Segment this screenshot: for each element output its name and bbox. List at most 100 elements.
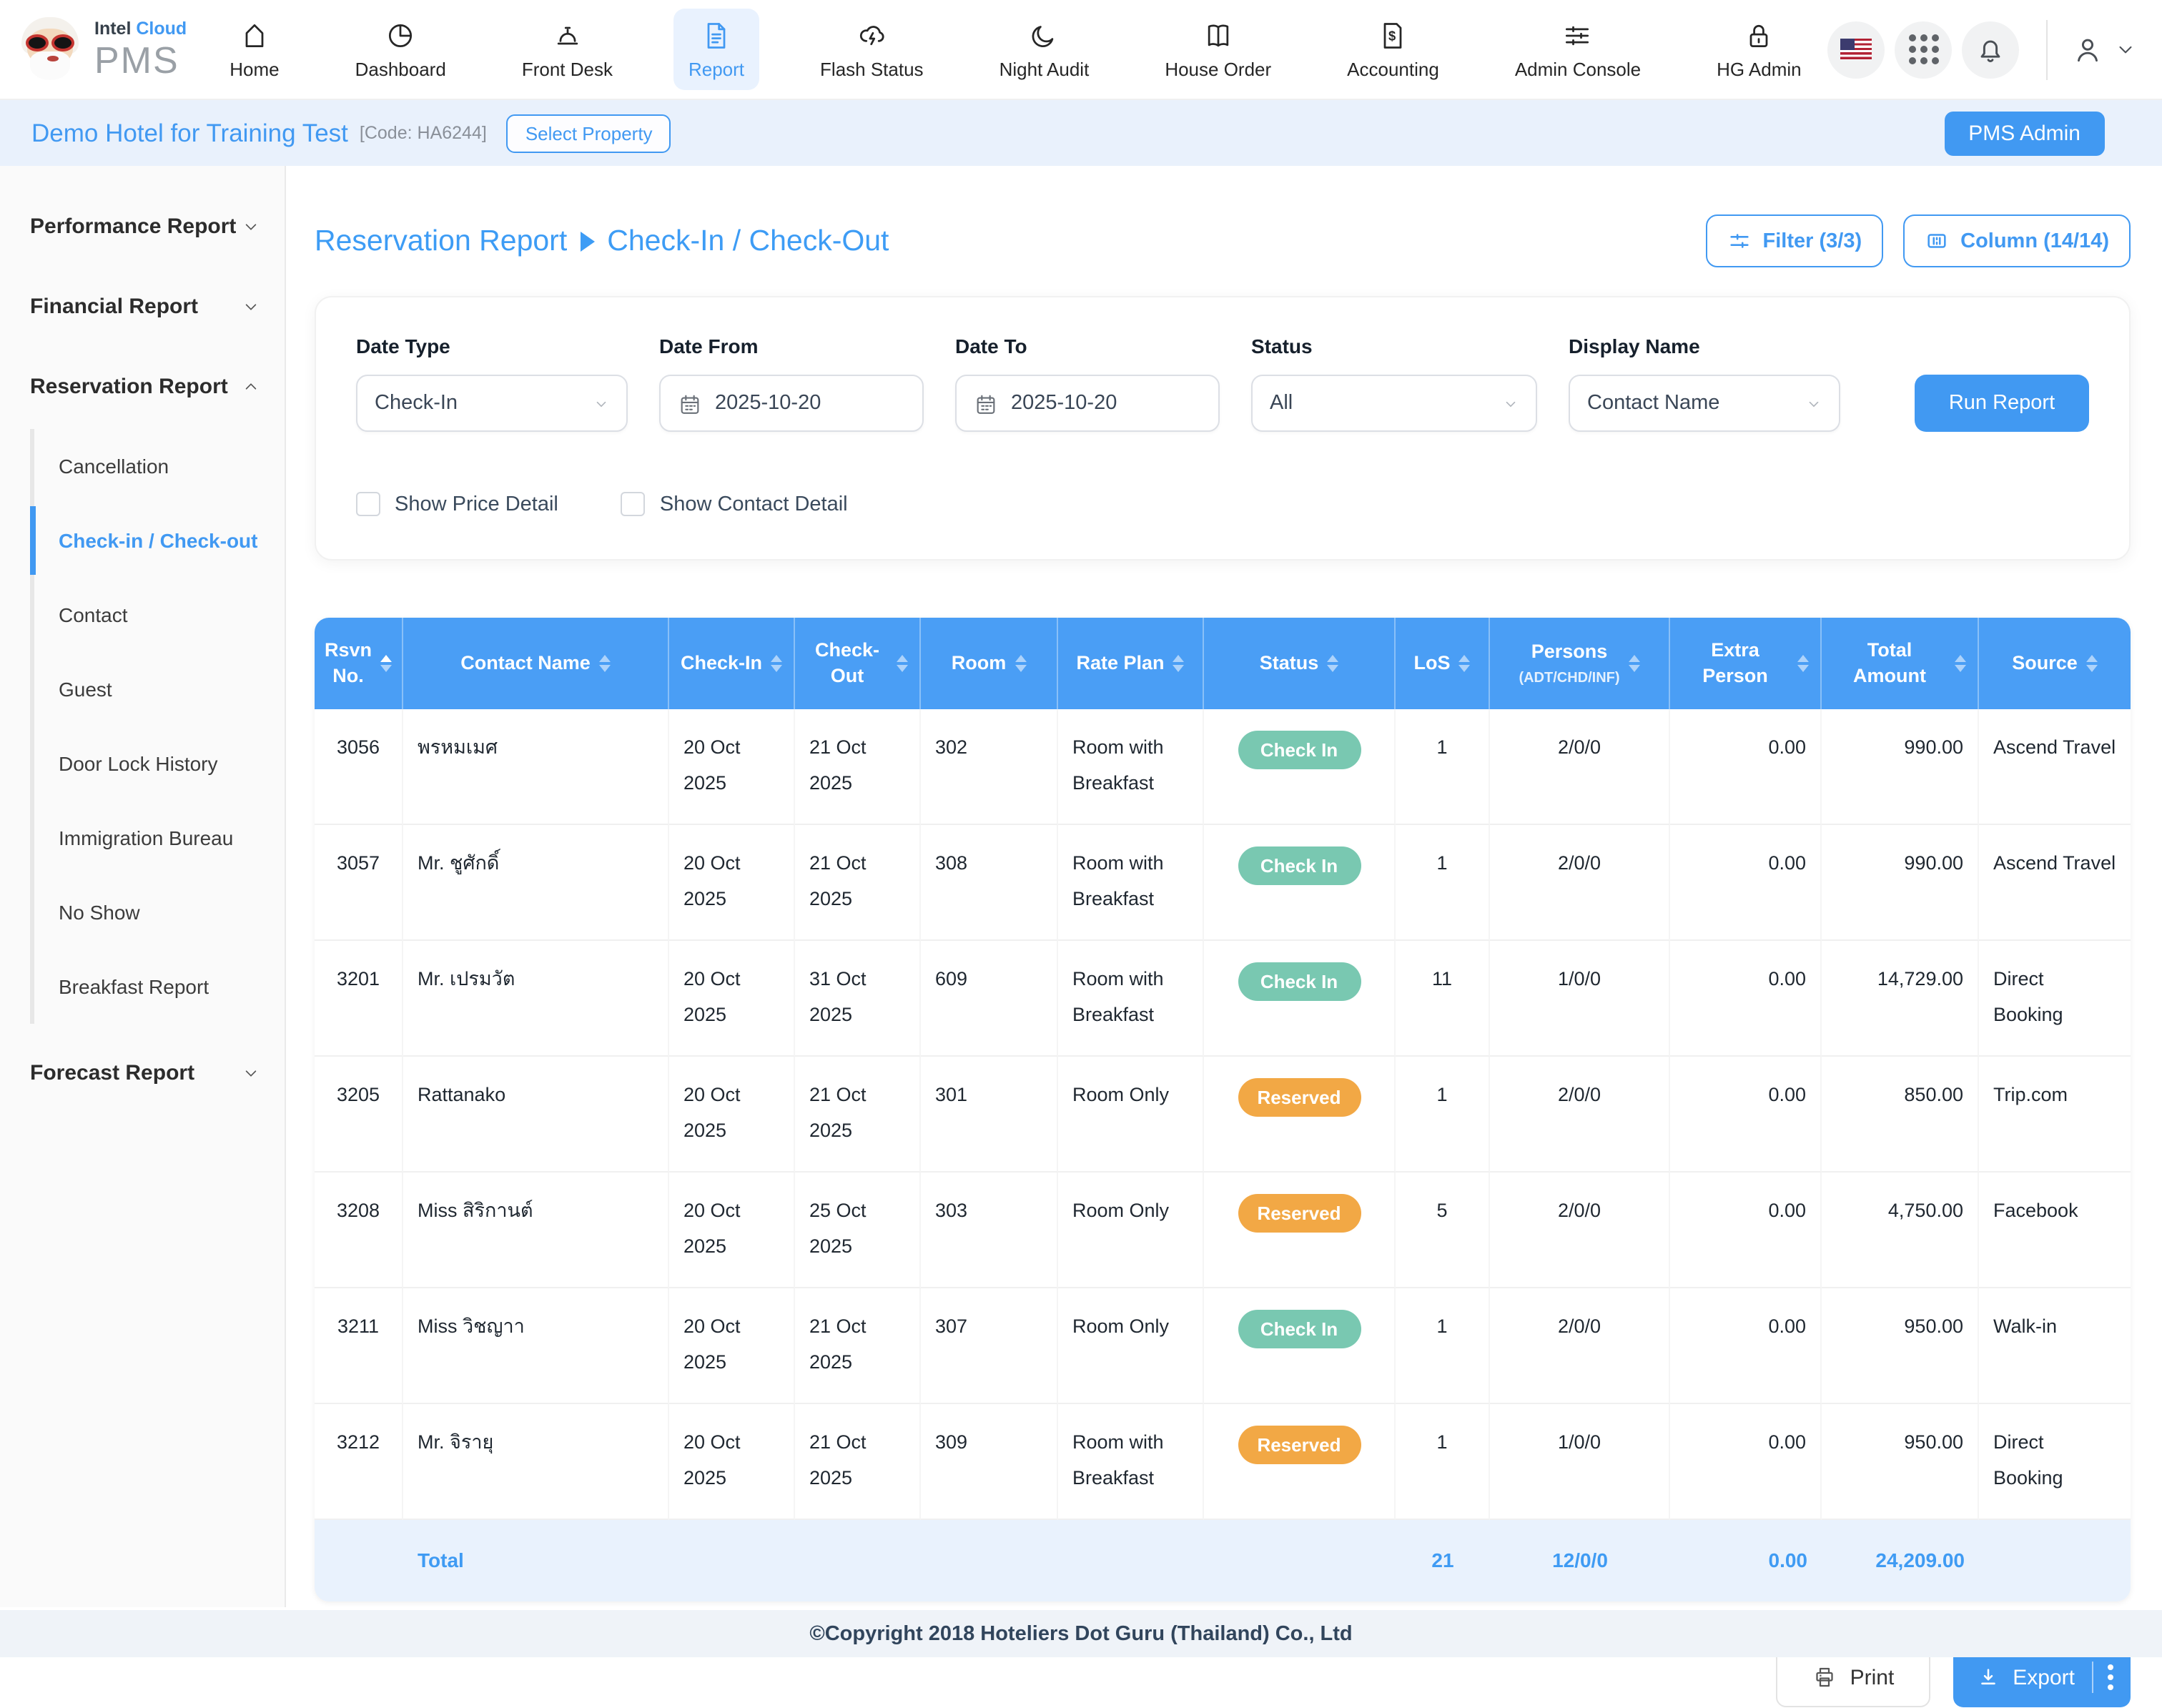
header-total-amount[interactable]: Total Amount [1822,618,1979,709]
header-extra-person[interactable]: Extra Person [1670,618,1822,709]
header-status[interactable]: Status [1204,618,1396,709]
sidebar-group-performance-report[interactable]: Performance Report [0,186,285,266]
sidebar-item-immigration-bureau[interactable]: Immigration Bureau [59,826,234,849]
cell-rate-plan: Room with Breakfast [1058,1403,1204,1520]
cell-rsvn: 3205 [315,1056,403,1173]
filter-button[interactable]: Filter (3/3) [1705,214,1884,267]
run-report-button[interactable]: Run Report [1915,375,2089,432]
user-menu[interactable] [2072,34,2142,65]
cell-los: 1 [1396,709,1490,825]
select-property-button[interactable]: Select Property [506,114,671,152]
header-source[interactable]: Source [1979,618,2131,709]
nav-label: Dashboard [355,59,446,80]
table-total-row: Total 21 12/0/0 0.00 24,209.00 [315,1519,2131,1602]
apps-grid-button[interactable] [1895,21,1952,78]
cell-contact: Rattanako [403,1056,669,1173]
nav-item-dashboard[interactable]: Dashboard [341,9,460,90]
header-check-in[interactable]: Check-In [669,618,795,709]
sort-icon [771,655,782,672]
status-badge: Check In [1238,846,1361,885]
header-room[interactable]: Room [921,618,1058,709]
sidebar-group-reservation-report[interactable]: Reservation Report [0,346,285,426]
topnav-right [1827,19,2142,79]
status-badge: Reserved [1238,1193,1361,1233]
brand-logo[interactable]: Intel Cloud PMS [17,16,187,82]
cell-amount: 850.00 [1822,1056,1979,1173]
show-contact-detail-checkbox[interactable]: Show Contact Detail [621,492,848,516]
notifications-button[interactable] [1962,21,2019,78]
export-more-icon[interactable] [2108,1664,2113,1691]
language-flag-button[interactable] [1827,21,1885,78]
sidebar-item-cancellation[interactable]: Cancellation [59,455,169,478]
cell-rate-plan: Room with Breakfast [1058,940,1204,1057]
show-price-detail-checkbox[interactable]: Show Price Detail [356,492,558,516]
cell-persons: 1/0/0 [1490,1403,1670,1520]
status-label: Status [1251,335,1313,357]
status-value: All [1270,392,1293,415]
cell-room: 301 [921,1056,1058,1173]
sidebar-item-breakfast-report[interactable]: Breakfast Report [59,975,209,998]
table-row: 3057 Mr. ชูศักดิ์ 20 Oct 2025 21 Oct 202… [315,824,2131,941]
sidebar-group-label: Financial Report [30,294,199,318]
column-icon [1927,234,1946,248]
status-badge: Reserved [1238,1077,1361,1117]
header-check-out[interactable]: Check-Out [795,618,921,709]
cell-extra: 0.00 [1670,824,1822,941]
nav-item-admin-console[interactable]: Admin Console [1501,9,1655,90]
cell-rate-plan: Room Only [1058,1172,1204,1288]
cell-rsvn: 3057 [315,824,403,941]
date-to-input[interactable]: 2025-10-20 [955,375,1220,432]
sidebar-item-door-lock-history[interactable]: Door Lock History [59,752,218,775]
cell-persons: 2/0/0 [1490,1172,1670,1288]
header-los[interactable]: LoS [1396,618,1490,709]
chevron-up-icon [245,382,257,389]
nav-item-flash-status[interactable]: Flash Status [806,9,938,90]
cell-contact: Mr. ชูศักดิ์ [403,824,669,941]
sidebar-item-no-show[interactable]: No Show [59,901,140,924]
header-contact-name[interactable]: Contact Name [403,618,669,709]
total-label: Total [403,1519,669,1602]
nav-item-night-audit[interactable]: Night Audit [985,9,1104,90]
status-select[interactable]: All [1251,375,1537,432]
brand-cloud: Cloud [136,19,187,39]
column-button[interactable]: Column (14/14) [1903,214,2131,267]
checkbox-box [356,492,380,516]
sidebar-group-financial-report[interactable]: Financial Report [0,266,285,346]
sort-icon [1173,655,1185,672]
header-rate-plan[interactable]: Rate Plan [1058,618,1204,709]
hotel-code: [Code: HA6244] [359,123,487,143]
divider [2046,19,2048,79]
top-navigation: Intel Cloud PMS Home Dashboard Front Des… [0,0,2162,100]
date-from-input[interactable]: 2025-10-20 [659,375,924,432]
cell-amount: 950.00 [1822,1288,1979,1404]
total-persons: 12/0/0 [1490,1519,1670,1602]
main-content: Reservation Report Check-In / Check-Out … [286,166,2162,1708]
svg-text:$: $ [1388,28,1396,43]
sidebar-group-forecast-report[interactable]: Forecast Report [0,1032,285,1112]
nav-item-house-order[interactable]: House Order [1150,9,1285,90]
status-badge: Check In [1238,1309,1361,1348]
cloud-lightning-icon [859,26,884,46]
nav-item-home[interactable]: Home [215,9,293,90]
nav-item-report[interactable]: Report [673,9,759,90]
pms-admin-button[interactable]: PMS Admin [1944,111,2105,155]
sidebar-item-checkin-checkout[interactable]: Check-in / Check-out [30,503,285,578]
sort-icon [2086,655,2098,672]
nav-item-accounting[interactable]: $ Accounting [1333,9,1453,90]
calendar-icon [977,394,995,413]
export-label: Export [2013,1665,2075,1690]
nav-item-front-desk[interactable]: Front Desk [508,9,627,90]
date-to-label: Date To [955,335,1027,357]
display-name-select[interactable]: Contact Name [1569,375,1840,432]
header-rsvn-no[interactable]: Rsvn No. [315,618,403,709]
sidebar-item-contact[interactable]: Contact [59,603,128,626]
date-type-select[interactable]: Check-In [356,375,628,432]
cell-amount: 14,729.00 [1822,940,1979,1057]
sidebar-item-guest[interactable]: Guest [59,678,112,701]
nav-item-hg-admin[interactable]: HG Admin [1702,9,1816,90]
cell-source: Ascend Travel [1979,824,2131,941]
header-persons[interactable]: Persons (ADT/CHD/INF) [1490,618,1670,709]
table-row: 3211 Miss วิชญาา 20 Oct 2025 21 Oct 2025… [315,1288,2131,1404]
cell-source: Trip.com [1979,1056,2131,1173]
